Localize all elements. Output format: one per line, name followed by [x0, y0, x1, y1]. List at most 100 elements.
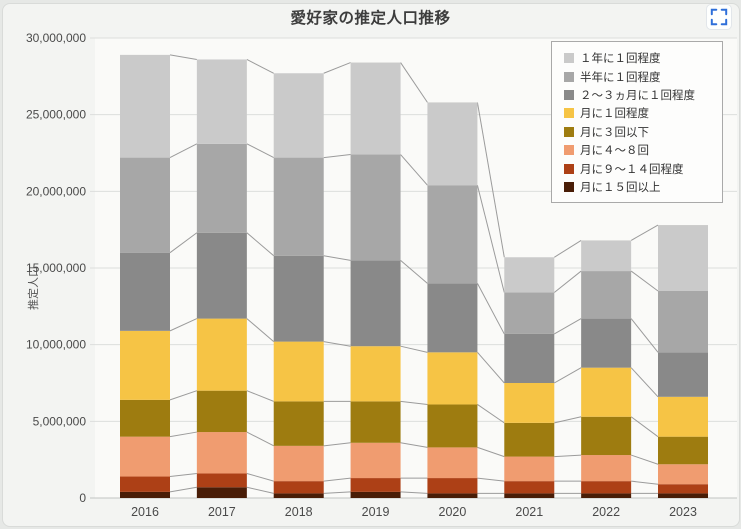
bar-segment[interactable] [120, 252, 170, 331]
bar-segment[interactable] [273, 255, 324, 342]
bar-segment[interactable] [196, 390, 247, 433]
y-tick-label: 10,000,000 [26, 338, 86, 352]
bar-segment[interactable] [273, 341, 324, 402]
bar-segment[interactable] [273, 445, 324, 482]
connector-line [246, 59, 274, 74]
bar-segment[interactable] [427, 185, 478, 284]
bar-segment[interactable] [350, 62, 401, 155]
bar-segment[interactable] [504, 493, 555, 498]
bar-segment[interactable] [504, 383, 555, 423]
bar-segment[interactable] [427, 404, 478, 448]
bar-segment[interactable] [504, 456, 555, 482]
bar-segment[interactable] [350, 154, 401, 261]
bar-segment[interactable] [196, 143, 247, 233]
connector-line [477, 352, 505, 384]
bar-segment[interactable] [504, 292, 555, 334]
legend-item[interactable]: 月に１５回以上 [564, 178, 712, 196]
legend-item[interactable]: 月に４～８回 [564, 141, 712, 159]
bar-segment[interactable] [120, 476, 170, 492]
legend-item[interactable]: １年に１回程度 [564, 49, 712, 67]
bar-segment[interactable] [273, 157, 324, 256]
bar-segment[interactable] [273, 481, 324, 494]
legend-item[interactable]: 半年に１回程度 [564, 67, 712, 85]
bar-segment[interactable] [581, 455, 632, 482]
fullscreen-button[interactable] [706, 4, 732, 30]
legend-item[interactable]: ２～３ヵ月に１回程度 [564, 86, 712, 104]
connector-line [246, 486, 274, 494]
bar-segment[interactable] [658, 396, 708, 437]
bar-segment[interactable] [658, 464, 708, 485]
bar-segment[interactable] [427, 352, 478, 405]
connector-line [169, 472, 197, 478]
bar-segment[interactable] [504, 257, 555, 293]
legend-item[interactable]: 月に９～１４回程度 [564, 159, 712, 177]
bar-segment[interactable] [196, 232, 247, 319]
bar-segment[interactable] [273, 73, 324, 158]
bar-segment[interactable] [196, 432, 247, 474]
bar-segment[interactable] [120, 399, 170, 437]
connector-line [246, 232, 275, 257]
bar-segment[interactable] [581, 367, 632, 417]
bar-segment[interactable] [120, 157, 170, 253]
bar-segment[interactable] [196, 318, 247, 391]
connector-line [554, 454, 582, 458]
bar-segment[interactable] [350, 478, 401, 492]
connector-line [246, 390, 274, 402]
bar-segment[interactable] [120, 436, 170, 477]
bar-segment[interactable] [504, 481, 555, 494]
bar-segment[interactable] [427, 478, 478, 494]
connector-line [323, 442, 351, 447]
connector-line [246, 143, 274, 159]
connector-line [400, 345, 428, 353]
bar-segment[interactable] [350, 346, 401, 402]
bar-segment[interactable] [658, 493, 708, 498]
bar-segment[interactable] [350, 442, 401, 479]
connector-line [554, 367, 582, 384]
x-tick-label: 2020 [439, 505, 467, 519]
y-tick-label: 0 [79, 491, 86, 505]
bar-segment[interactable] [504, 333, 555, 383]
legend-item[interactable]: 月に１回程度 [564, 104, 712, 122]
connector-line [323, 154, 351, 159]
bar-segment[interactable] [581, 318, 632, 368]
bar-segment[interactable] [581, 493, 632, 498]
bar-segment[interactable] [581, 481, 632, 494]
bar-segment[interactable] [581, 416, 632, 456]
bar-segment[interactable] [504, 422, 555, 457]
bar-segment[interactable] [581, 240, 632, 272]
bar-segment[interactable] [658, 352, 708, 397]
chart-legend: １年に１回程度半年に１回程度 ２～３ヵ月に１回程度 月に１回程度 月に３回以下 月に４～… [551, 41, 723, 204]
bar-segment[interactable] [120, 330, 170, 400]
bar-segment[interactable] [427, 447, 478, 479]
legend-label: 半年に１回程度 [580, 71, 661, 84]
bar-segment[interactable] [427, 283, 478, 353]
connector-line [477, 477, 505, 482]
legend-item[interactable]: 月に３回以下 [564, 123, 712, 141]
connector-line [169, 486, 197, 493]
bar-segment[interactable] [120, 491, 170, 498]
connector-line [630, 270, 659, 292]
bar-segment[interactable] [273, 493, 324, 498]
bar-segment[interactable] [427, 102, 478, 186]
connector-line [630, 416, 659, 438]
legend-marker-icon [564, 163, 574, 174]
bar-segment[interactable] [658, 225, 708, 291]
bar-segment[interactable] [350, 260, 401, 347]
bar-segment[interactable] [658, 484, 708, 494]
bar-segment[interactable] [427, 493, 478, 498]
connector-line [554, 318, 582, 335]
bar-segment[interactable] [120, 54, 170, 158]
bar-segment[interactable] [350, 401, 401, 443]
bar-segment[interactable] [658, 436, 708, 465]
bar-segment[interactable] [196, 487, 247, 498]
legend-marker-icon [564, 108, 574, 119]
bar-segment[interactable] [273, 401, 324, 446]
bar-segment[interactable] [196, 473, 247, 488]
bar-segment[interactable] [658, 291, 708, 353]
bar-segment[interactable] [196, 59, 247, 144]
connector-line [476, 102, 505, 258]
connector-line [554, 416, 582, 424]
bar-segment[interactable] [581, 271, 632, 319]
bar-segment[interactable] [350, 491, 401, 498]
